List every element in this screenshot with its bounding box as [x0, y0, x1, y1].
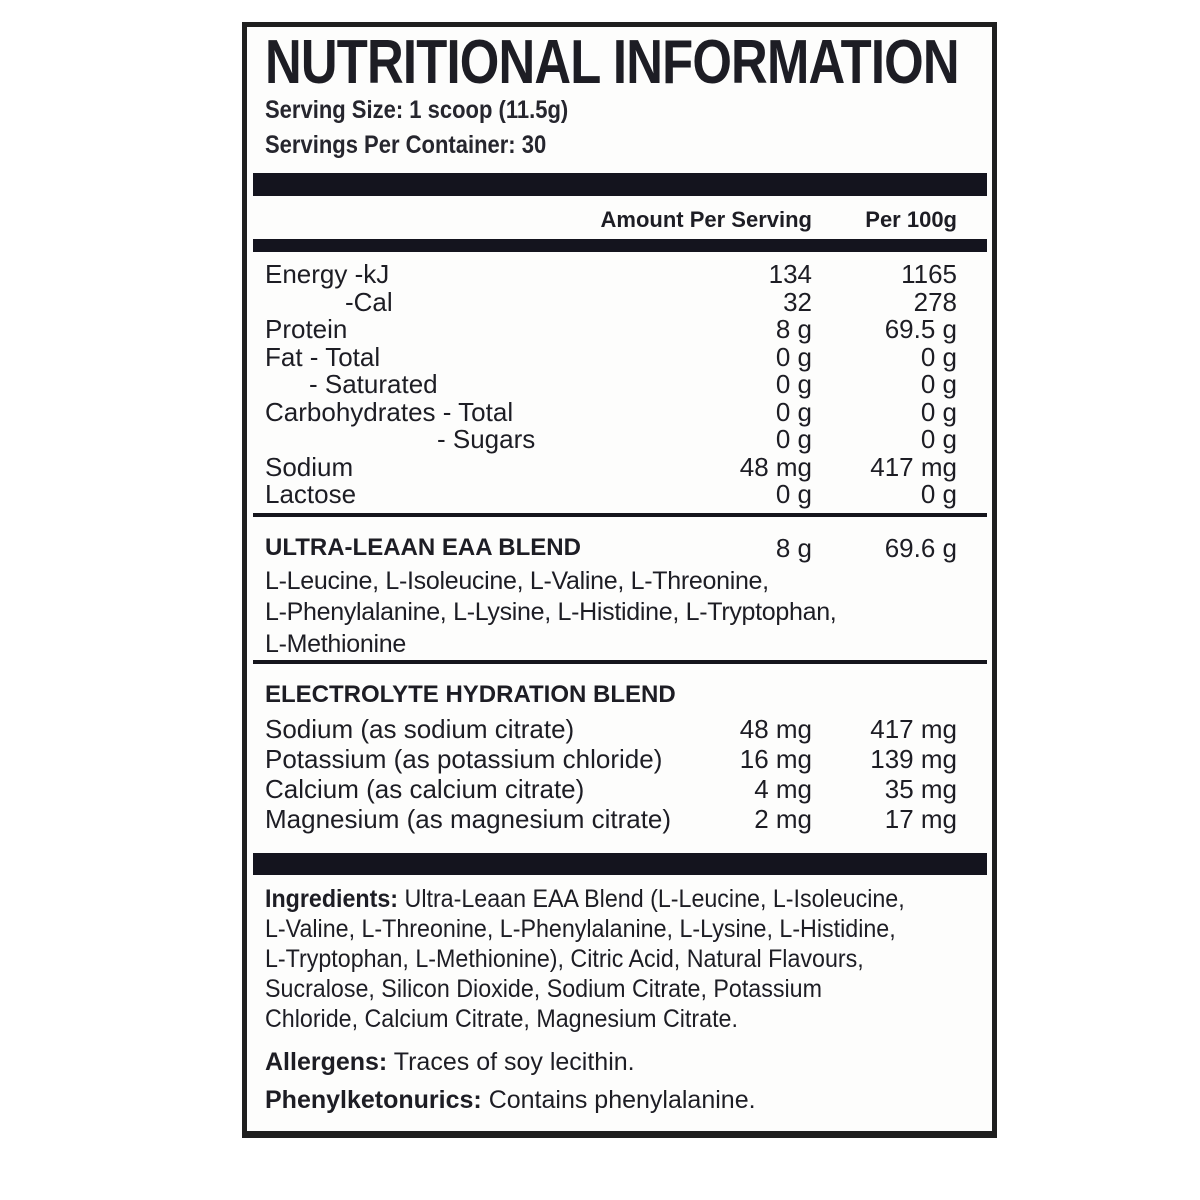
nutrient-label: -Cal	[345, 286, 393, 317]
ingredients-line: Ingredients: Ultra-Leaan EAA Blend (L-Le…	[265, 884, 909, 914]
electrolyte-amount: 48 mg	[739, 714, 812, 744]
nutrient-table: Energy -kJ 134 1165 -Cal 32 278 Protein …	[265, 259, 957, 509]
nutrient-row-energy-kj: Energy -kJ 134 1165	[265, 259, 957, 289]
nutrient-row-sodium: Sodium 48 mg 417 mg	[265, 451, 957, 482]
nutrient-label: Energy -kJ	[265, 259, 390, 289]
electrolyte-table: Sodium (as sodium citrate) 48 mg 417 mg …	[265, 714, 957, 834]
phenylketonurics-text: Contains phenylalanine.	[488, 1086, 756, 1114]
nutrient-amount: 0 g	[775, 424, 812, 454]
electrolyte-row-calcium: Calcium (as calcium citrate) 4 mg 35 mg	[265, 774, 957, 804]
eaa-blend-name: ULTRA-LEAAN EAA BLEND	[265, 533, 581, 561]
nutrient-label: Carbohydrates - Total	[265, 396, 514, 427]
nutrient-amount: 32	[783, 286, 812, 317]
nutrient-per100g: 0 g	[920, 341, 957, 372]
nutrition-label: NUTRITIONAL INFORMATION Serving Size: 1 …	[242, 22, 997, 1138]
nutrient-amount: 0 g	[775, 479, 812, 509]
nutrient-row-lactose: Lactose 0 g 0 g	[265, 479, 957, 509]
electrolyte-amount: 4 mg	[754, 774, 812, 804]
electrolyte-amount: 16 mg	[739, 744, 812, 774]
nutrient-row-protein: Protein 8 g 69.5 g	[265, 314, 957, 344]
nutrient-per100g: 0 g	[920, 479, 957, 509]
nutrient-per100g: 0 g	[920, 424, 957, 454]
nutrient-row-fat-total: Fat - Total 0 g 0 g	[265, 341, 957, 372]
nutrient-row-fat-saturated: - Saturated 0 g 0 g	[265, 369, 957, 399]
ingredients-text: Ultra-Leaan EAA Blend (L-Leucine, L-Isol…	[404, 885, 905, 913]
eaa-blend-amount: 8 g	[775, 532, 812, 563]
nutrient-row-energy-cal: -Cal 32 278	[265, 286, 957, 317]
nutrient-per100g: 0 g	[920, 396, 957, 427]
nutrition-title: NUTRITIONAL INFORMATION	[265, 28, 960, 97]
divider-bar-header	[253, 239, 987, 252]
electrolyte-row-magnesium: Magnesium (as magnesium citrate) 2 mg 17…	[265, 804, 957, 834]
allergens-line: Allergens: Traces of soy lecithin.	[265, 1047, 957, 1077]
eaa-blend-header: ULTRA-LEAAN EAA BLEND 8 g 69.6 g	[265, 533, 957, 563]
electrolyte-label: Sodium (as sodium citrate)	[265, 714, 575, 744]
nutrient-per100g: 417 mg	[870, 451, 957, 482]
servings-per-container: Servings Per Container: 30	[265, 131, 547, 159]
nutrient-row-carbs-sugars: - Sugars 0 g 0 g	[265, 424, 957, 454]
nutrient-label: - Saturated	[309, 369, 438, 399]
eaa-amino-line: L-Methionine	[265, 629, 406, 658]
nutrient-per100g: 69.5 g	[884, 314, 957, 344]
allergens-text: Traces of soy lecithin.	[393, 1048, 635, 1076]
nutrient-amount: 0 g	[775, 369, 812, 399]
electrolyte-per100g: 139 mg	[870, 744, 957, 774]
electrolyte-row-potassium: Potassium (as potassium chloride) 16 mg …	[265, 744, 957, 774]
divider-bar-top	[253, 173, 987, 196]
nutrient-amount: 0 g	[775, 341, 812, 372]
eaa-amino-line: L-Leucine, L-Isoleucine, L-Valine, L-Thr…	[265, 566, 769, 595]
nutrient-label: Sodium	[265, 451, 354, 482]
eaa-blend-per100g: 69.6 g	[884, 532, 957, 563]
electrolyte-label: Magnesium (as magnesium citrate)	[265, 804, 672, 834]
allergens-label: Allergens:	[265, 1048, 388, 1076]
eaa-amino-line: L-Phenylalanine, L-Lysine, L-Histidine, …	[265, 598, 837, 626]
phenylketonurics-line: Phenylketonurics: Contains phenylalanine…	[265, 1085, 957, 1115]
nutrient-label: - Sugars	[437, 424, 536, 454]
divider-bar-ingredients	[253, 853, 987, 875]
ingredients-line: Sucralose, Silicon Dioxide, Sodium Citra…	[265, 975, 822, 1003]
serving-size: Serving Size: 1 scoop (11.5g)	[265, 96, 569, 124]
phenylketonurics-label: Phenylketonurics:	[265, 1086, 482, 1114]
ingredients-line: L-Tryptophan, L-Methionine), Citric Acid…	[265, 945, 864, 973]
eaa-blend-ingredient-list: L-Leucine, L-Isoleucine, L-Valine, L-Thr…	[265, 566, 957, 661]
ingredients-line: Chloride, Calcium Citrate, Magnesium Cit…	[265, 1005, 738, 1033]
electrolyte-amount: 2 mg	[754, 804, 812, 834]
ingredients-paragraph: Ingredients: Ultra-Leaan EAA Blend (L-Le…	[265, 884, 909, 1034]
ingredients-line: L-Valine, L-Threonine, L-Phenylalanine, …	[265, 915, 896, 943]
nutrient-per100g: 0 g	[920, 369, 957, 399]
nutrient-row-carbs-total: Carbohydrates - Total 0 g 0 g	[265, 396, 957, 427]
electrolyte-row-sodium: Sodium (as sodium citrate) 48 mg 417 mg	[265, 714, 957, 744]
nutrient-label: Protein	[265, 314, 348, 344]
column-header-amount: Amount Per Serving	[600, 207, 812, 232]
column-header-row: Amount Per Serving Per 100g	[265, 207, 957, 233]
nutrient-label: Lactose	[265, 479, 357, 509]
electrolyte-per100g: 17 mg	[884, 804, 957, 834]
nutrient-amount: 8 g	[775, 314, 812, 344]
column-header-per100g: Per 100g	[865, 207, 957, 232]
electrolyte-blend-name: ELECTROLYTE HYDRATION BLEND	[265, 681, 676, 708]
electrolyte-label: Calcium (as calcium citrate)	[265, 774, 585, 804]
nutrient-amount: 48 mg	[739, 451, 812, 482]
section-rule-electrolyte	[253, 660, 987, 664]
ingredients-label: Ingredients:	[265, 885, 399, 913]
electrolyte-label: Potassium (as potassium chloride)	[265, 744, 663, 774]
electrolyte-per100g: 35 mg	[884, 774, 957, 804]
nutrient-per100g: 1165	[901, 259, 957, 289]
nutrient-amount: 134	[768, 259, 812, 289]
electrolyte-blend-header: ELECTROLYTE HYDRATION BLEND	[265, 680, 957, 710]
nutrient-label: Fat - Total	[265, 341, 381, 372]
section-rule-eaa	[253, 512, 987, 517]
nutrient-per100g: 278	[913, 286, 957, 317]
electrolyte-per100g: 417 mg	[870, 714, 957, 744]
nutrient-amount: 0 g	[775, 396, 812, 427]
